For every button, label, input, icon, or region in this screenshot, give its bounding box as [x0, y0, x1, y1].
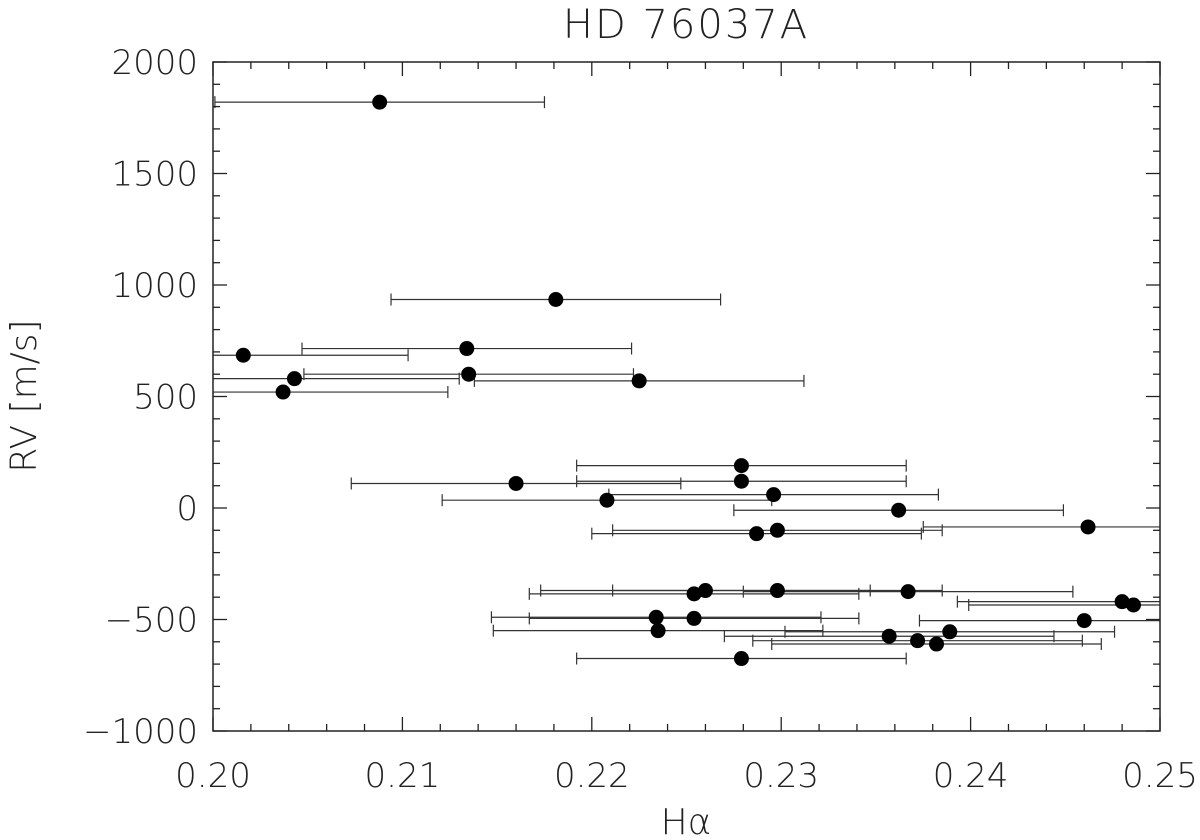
data-point: [769, 522, 785, 538]
data-point: [942, 624, 958, 640]
data-point: [910, 633, 926, 649]
y-tick-label: −1000: [83, 712, 198, 752]
y-tick-label: 0: [176, 489, 198, 529]
data-point: [891, 502, 907, 518]
data-point: [1125, 597, 1141, 613]
data-point: [881, 628, 897, 644]
data-point: [697, 583, 713, 599]
data-point: [733, 458, 749, 474]
data-point: [769, 583, 785, 599]
data-point: [686, 610, 702, 626]
data-point: [1114, 594, 1130, 610]
x-tick-label: 0.25: [1122, 756, 1198, 796]
data-point: [650, 623, 666, 639]
x-tick-label: 0.23: [743, 756, 819, 796]
x-tick-label: 0.24: [933, 756, 1009, 796]
x-tick-label: 0.22: [554, 756, 630, 796]
data-point: [766, 487, 782, 503]
y-tick-label: 1500: [111, 155, 198, 195]
chart-title: HD 76037A: [563, 2, 809, 48]
data-point: [275, 384, 291, 400]
point-layer: [235, 94, 1141, 667]
y-tick-label: 1000: [111, 266, 198, 306]
data-point: [631, 373, 647, 389]
tick-label-layer: 0.20 0.21 0.22 0.23 0.24 0.25 −1000 −500 0 500 100…: [83, 43, 1198, 796]
x-tick-label: 0.21: [365, 756, 441, 796]
data-point: [461, 366, 477, 382]
data-point: [1076, 613, 1092, 629]
y-tick-label: 500: [133, 378, 198, 418]
data-point: [733, 473, 749, 489]
y-tick-label: 2000: [111, 43, 198, 83]
x-tick-label: 0.20: [175, 756, 251, 796]
y-axis-label: RV [m/s]: [4, 319, 45, 472]
data-point: [749, 526, 765, 542]
data-point: [648, 609, 664, 625]
data-point: [733, 651, 749, 667]
tick-layer: [212, 61, 1161, 732]
data-point: [599, 492, 615, 508]
data-point: [286, 371, 302, 387]
data-point: [548, 291, 564, 307]
data-point: [508, 475, 524, 491]
y-tick-label: −500: [105, 601, 198, 641]
data-point: [929, 636, 945, 652]
data-point: [900, 584, 916, 600]
data-point: [235, 347, 251, 363]
data-point: [686, 586, 702, 602]
data-point: [372, 94, 388, 110]
x-axis-label: Hα: [661, 802, 712, 840]
data-point: [1080, 519, 1096, 535]
data-point: [459, 341, 475, 357]
